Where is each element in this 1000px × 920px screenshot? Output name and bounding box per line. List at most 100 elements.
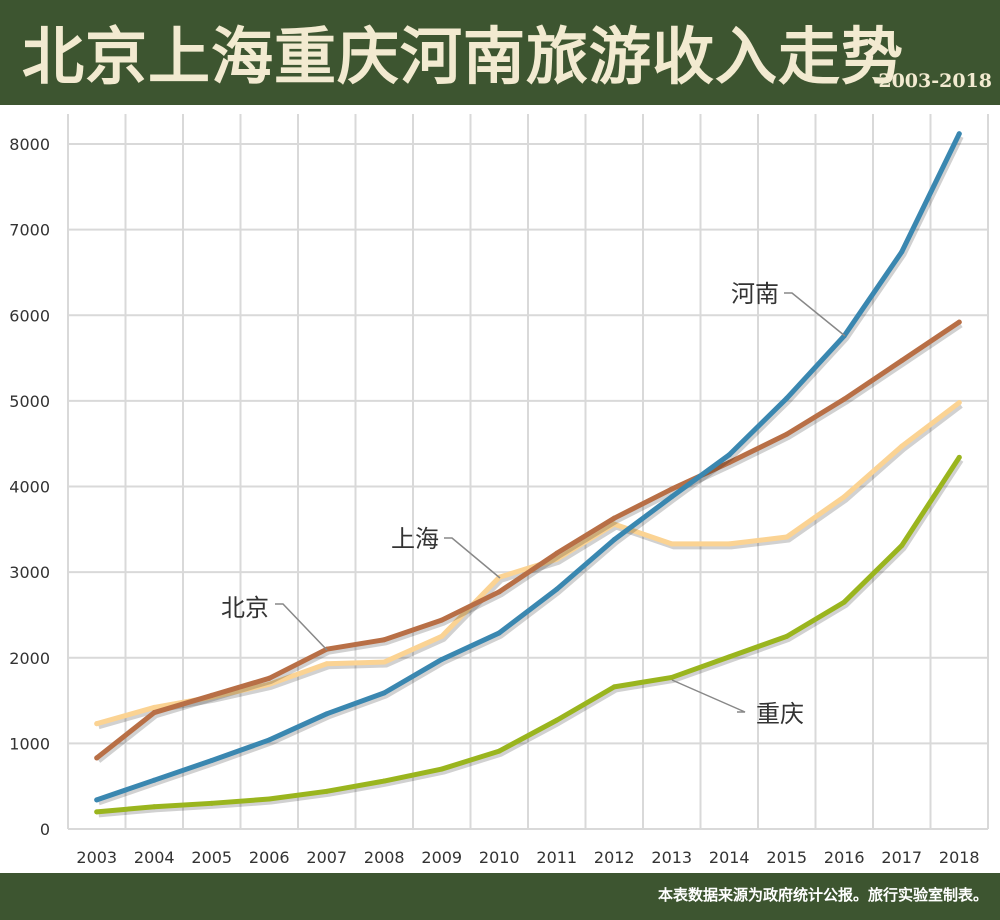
data-point <box>669 541 675 547</box>
data-point <box>266 737 272 743</box>
data-point <box>439 656 445 662</box>
series-label: 河南 <box>731 280 779 308</box>
data-point <box>266 675 272 681</box>
data-point <box>554 556 560 562</box>
series-line-2 <box>94 400 962 727</box>
data-point <box>496 589 502 595</box>
y-tick-label: 6000 <box>9 306 50 325</box>
data-point <box>439 766 445 772</box>
data-point <box>324 661 330 667</box>
y-tick-label: 5000 <box>9 392 50 411</box>
data-point <box>611 521 617 527</box>
x-tick-label: 2010 <box>479 848 520 867</box>
data-point <box>209 692 215 698</box>
label-leader-line <box>275 603 328 651</box>
data-point <box>899 543 905 549</box>
data-point <box>94 797 100 803</box>
x-tick-label: 2009 <box>421 848 462 867</box>
data-point <box>381 690 387 696</box>
data-point <box>381 637 387 643</box>
data-point <box>956 454 962 460</box>
data-point <box>669 674 675 680</box>
plot-panel: 0 1000 2000 3000 4000 5000 6000 7000 8000 2003 200… <box>0 105 1000 873</box>
data-point <box>956 400 962 406</box>
data-point <box>94 809 100 815</box>
y-tick-label: 8000 <box>9 135 50 154</box>
y-tick-label: 3000 <box>9 563 50 582</box>
data-point <box>784 431 790 437</box>
data-point <box>381 778 387 784</box>
data-point <box>151 710 157 716</box>
x-tick-label: 2016 <box>824 848 865 867</box>
data-point <box>554 717 560 723</box>
data-point <box>611 684 617 690</box>
series-label: 重庆 <box>756 700 804 728</box>
label-leader-line <box>444 537 501 579</box>
data-point <box>151 777 157 783</box>
data-point <box>841 599 847 605</box>
data-point <box>784 534 790 540</box>
y-tick-label: 4000 <box>9 478 50 497</box>
data-point <box>956 319 962 325</box>
data-point <box>726 541 732 547</box>
data-point <box>899 443 905 449</box>
x-tick-label: 2008 <box>364 848 405 867</box>
series-line-3 <box>94 454 962 815</box>
label-leader-line <box>784 292 846 337</box>
data-point <box>266 796 272 802</box>
series-shadow <box>97 135 964 806</box>
data-point <box>381 659 387 665</box>
data-point <box>324 711 330 717</box>
x-tick-label: 2015 <box>766 848 807 867</box>
series-shadow <box>97 323 963 763</box>
data-point <box>899 249 905 255</box>
data-point <box>899 358 905 364</box>
y-tick-label: 0 <box>40 820 50 839</box>
x-tick-label: 2017 <box>881 848 922 867</box>
label-leader-line <box>671 679 746 713</box>
source-note: 本表数据来源为政府统计公报。旅行实验室制表。 <box>657 886 988 904</box>
data-point <box>496 630 502 636</box>
data-point <box>611 515 617 521</box>
x-tick-label: 2004 <box>134 848 175 867</box>
data-point <box>94 721 100 727</box>
series-label: 北京 <box>221 594 269 622</box>
x-tick-label: 2007 <box>306 848 347 867</box>
data-point <box>726 460 732 466</box>
x-tick-label: 2011 <box>536 848 577 867</box>
x-tick-label: 2006 <box>249 848 290 867</box>
data-point <box>151 704 157 710</box>
data-point <box>209 800 215 806</box>
data-point <box>956 131 962 137</box>
data-point <box>439 617 445 623</box>
series-line-1 <box>94 319 962 761</box>
data-point <box>496 748 502 754</box>
data-point <box>611 537 617 543</box>
data-point <box>554 586 560 592</box>
x-tick-label: 2005 <box>191 848 232 867</box>
line-chart: 0 1000 2000 3000 4000 5000 6000 7000 8000 2003 200… <box>9 114 989 867</box>
data-point <box>266 681 272 687</box>
chart-year-range: 2003-2018 <box>878 70 992 92</box>
data-point <box>209 758 215 763</box>
data-point <box>669 486 675 492</box>
x-tick-label: 2012 <box>594 848 635 867</box>
x-tick-label: 2003 <box>76 848 117 867</box>
data-point <box>554 550 560 556</box>
x-tick-label: 2014 <box>709 848 750 867</box>
series-line-0 <box>94 131 962 803</box>
y-tick-label: 2000 <box>9 649 50 668</box>
y-tick-label: 1000 <box>9 734 50 753</box>
series-label: 上海 <box>391 525 439 553</box>
data-point <box>669 494 675 500</box>
data-point <box>841 396 847 402</box>
data-point <box>439 633 445 639</box>
y-tick-label: 7000 <box>9 221 50 240</box>
x-tick-label: 2013 <box>651 848 692 867</box>
x-tick-label: 2018 <box>939 848 980 867</box>
data-point <box>151 804 157 810</box>
data-point <box>726 452 732 458</box>
data-point <box>94 755 100 761</box>
data-point <box>726 654 732 660</box>
chart-title: 北京上海重庆河南旅游收入走势 <box>22 20 905 93</box>
